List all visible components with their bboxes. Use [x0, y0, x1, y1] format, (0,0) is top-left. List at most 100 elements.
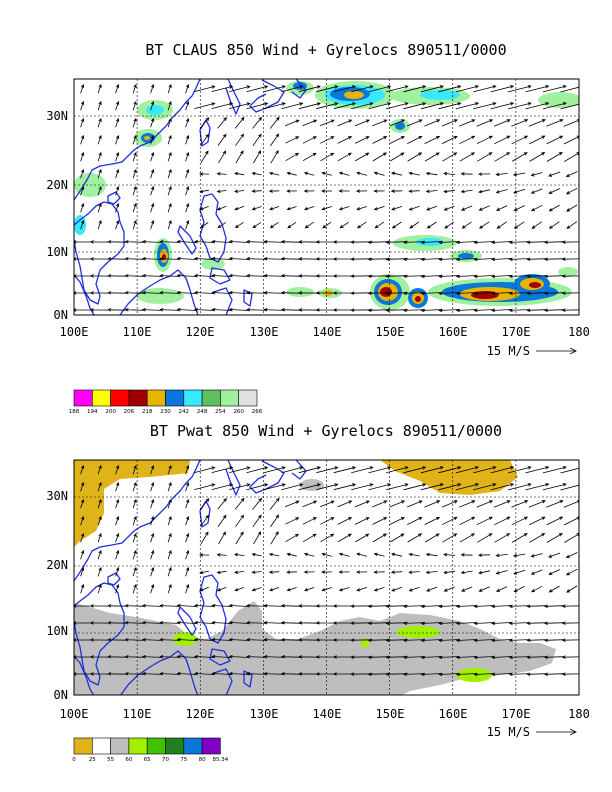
- top-wind-vectors: [74, 83, 579, 313]
- wind-vector: [211, 603, 232, 608]
- wind-vector: [302, 136, 317, 144]
- wind-vector: [235, 133, 245, 146]
- bottom-colorbar-label: 85.34: [213, 757, 229, 763]
- wind-vector: [280, 308, 303, 312]
- wind-vector: [97, 168, 102, 179]
- wind-vector: [356, 171, 368, 176]
- wind-vector: [107, 638, 126, 642]
- wind-vector: [159, 671, 179, 676]
- wind-vector: [252, 497, 263, 510]
- wind-vector: [473, 240, 495, 245]
- wind-vector: [390, 570, 403, 574]
- wind-vector: [438, 240, 460, 245]
- wind-vector: [159, 637, 179, 642]
- wind-vector: [115, 100, 120, 111]
- wind-vector: [460, 570, 473, 575]
- wind-vector: [251, 570, 262, 574]
- wind-vector: [107, 672, 126, 676]
- wind-vector: [566, 221, 578, 229]
- wind-vector: [438, 466, 462, 474]
- wind-vector: [124, 638, 144, 642]
- wind-vector: [304, 221, 314, 229]
- wind-vector: [563, 516, 579, 526]
- wind-vector: [494, 152, 511, 162]
- wind-vector: [338, 171, 350, 176]
- wind-vector: [218, 150, 226, 164]
- wind-vector: [234, 116, 245, 129]
- wind-vector: [115, 134, 120, 145]
- wind-vector: [443, 205, 455, 211]
- wind-vector: [496, 221, 507, 229]
- wind-vector: [512, 172, 526, 177]
- wind-vector: [141, 621, 162, 625]
- wind-vector: [159, 273, 179, 278]
- wind-vector: [526, 240, 547, 244]
- wind-vector: [298, 85, 321, 93]
- wind-vector: [561, 638, 579, 642]
- wind-vector: [403, 466, 427, 474]
- top-lat-label-10n: 10N: [46, 245, 68, 259]
- wind-vector: [425, 171, 438, 176]
- wind-vector: [356, 587, 368, 592]
- wind-vector: [408, 552, 420, 557]
- wind-vector: [303, 189, 315, 193]
- wind-vector: [408, 586, 420, 592]
- wind-vector: [176, 637, 197, 642]
- wind-vector: [443, 189, 455, 194]
- wind-vector: [167, 549, 172, 560]
- wind-vector: [511, 500, 529, 508]
- wind-vector: [115, 583, 120, 594]
- wind-vector: [185, 202, 190, 213]
- wind-vector: [74, 604, 91, 608]
- wind-vector: [372, 136, 388, 144]
- wind-vector: [150, 583, 155, 594]
- wind-vector: [167, 219, 172, 230]
- wind-vector: [526, 291, 547, 295]
- wind-vector: [491, 638, 513, 643]
- wind-vector: [508, 85, 532, 93]
- wind-vector: [402, 638, 426, 643]
- wind-vector: [494, 516, 511, 526]
- wind-vector: [546, 152, 563, 162]
- wind-vector: [460, 553, 473, 557]
- wind-vector: [268, 570, 280, 574]
- wind-vector: [185, 100, 190, 111]
- wind-vector: [115, 219, 120, 230]
- top-lon-label-140e: 140E: [313, 325, 342, 339]
- top-colorbar-label: 194: [87, 409, 98, 415]
- wind-vector: [548, 552, 561, 558]
- wind-vector: [286, 570, 297, 574]
- wind-vector: [246, 256, 268, 261]
- wind-vector: [233, 189, 245, 193]
- wind-vector: [200, 150, 209, 164]
- wind-vector: [391, 586, 403, 592]
- wind-vector: [420, 257, 443, 262]
- wind-vector: [97, 83, 102, 94]
- wind-vector: [228, 654, 250, 659]
- wind-vector: [132, 202, 137, 213]
- top-colorbar-swatch: [73, 389, 93, 407]
- wind-vector: [302, 533, 317, 543]
- wind-vector: [216, 189, 227, 193]
- wind-vector: [97, 151, 102, 162]
- wind-vector: [402, 655, 426, 660]
- wind-vector: [477, 172, 491, 176]
- wind-vector: [473, 257, 495, 262]
- wind-vector: [246, 671, 268, 676]
- wind-vector: [459, 533, 475, 543]
- wind-vector: [97, 100, 102, 111]
- wind-vector: [373, 171, 385, 176]
- wind-vector: [494, 135, 511, 145]
- wind-vector: [543, 604, 565, 608]
- wind-vector: [386, 483, 409, 491]
- bottom-grid-lines: [74, 460, 579, 695]
- wind-vector: [115, 498, 120, 509]
- wind-vector: [235, 531, 244, 545]
- wind-vector: [74, 274, 91, 278]
- wind-vector: [150, 83, 155, 94]
- wind-vector: [176, 256, 197, 261]
- wind-vector: [193, 603, 215, 608]
- wind-vector: [530, 188, 543, 194]
- bottom-colorbar-swatch: [110, 737, 130, 755]
- wind-vector: [508, 257, 530, 262]
